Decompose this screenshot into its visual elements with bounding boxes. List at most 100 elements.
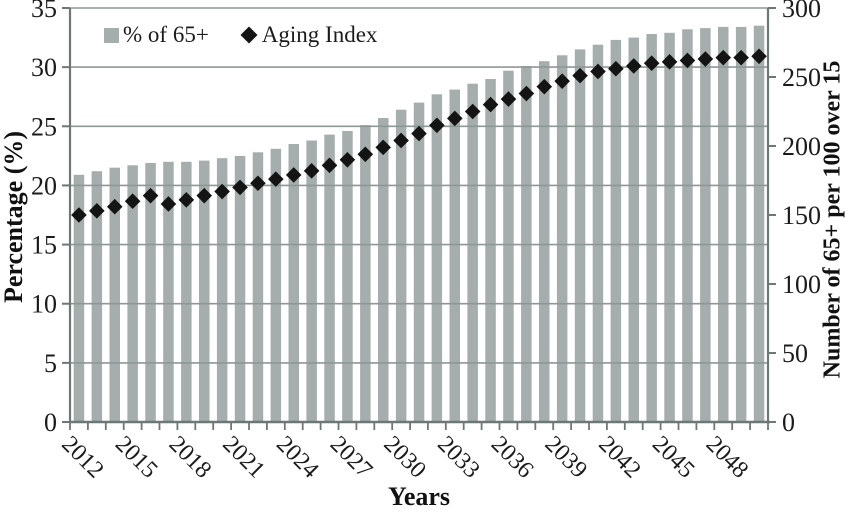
left-tick-label-5: 5	[44, 349, 57, 378]
bar-series-swatch-icon	[104, 27, 119, 43]
bar-2032	[431, 94, 443, 423]
bar-2024	[288, 144, 299, 422]
marker-2029	[375, 139, 392, 156]
x-tick-label-2015: 2015	[110, 431, 162, 483]
bar-2047	[700, 28, 711, 422]
right-tick-label-0: 0	[782, 408, 795, 437]
marker-2038	[536, 78, 553, 95]
bar-2030	[395, 109, 407, 422]
bar-2028	[360, 125, 371, 422]
x-tick-label-2018: 2018	[164, 431, 216, 483]
marker-2046	[679, 52, 696, 69]
bar-2025	[306, 140, 317, 422]
bar-2035	[485, 79, 496, 422]
marker-2017	[160, 196, 177, 212]
bar-2041	[592, 44, 604, 422]
marker-2036	[500, 91, 517, 107]
left-tick-label-20: 20	[31, 171, 57, 200]
marker-2041	[590, 63, 606, 80]
bar-2018	[181, 161, 192, 423]
marker-2048	[715, 49, 732, 66]
x-axis-title: Years	[387, 482, 451, 511]
marker-2042	[608, 60, 624, 77]
x-tick-label-2048: 2048	[701, 431, 753, 483]
marker-2043	[625, 58, 642, 74]
bar-2044	[646, 34, 657, 422]
bar-2036	[503, 70, 514, 422]
bar-2045	[664, 32, 675, 423]
x-tick-label-2030: 2030	[379, 431, 431, 483]
bar-2039	[556, 55, 568, 423]
bar-2019	[199, 160, 210, 422]
bar-2042	[610, 39, 622, 423]
marker-2012	[71, 207, 87, 223]
marker-2040	[572, 67, 588, 84]
bar-2033	[449, 89, 460, 422]
left-tick-label-15: 15	[31, 231, 57, 260]
marker-2037	[518, 85, 535, 102]
left-tick-label-10: 10	[31, 290, 57, 319]
marker-2033	[446, 110, 463, 127]
bar-2021	[234, 155, 246, 422]
bar-2015	[127, 165, 138, 423]
bar-2038	[539, 61, 550, 422]
left-tick-label-25: 25	[31, 112, 57, 141]
x-tick-label-2012: 2012	[56, 431, 108, 483]
marker-2039	[554, 73, 570, 89]
bar-2012	[73, 174, 85, 422]
x-tick-label-2042: 2042	[593, 431, 645, 483]
bar-2026	[324, 134, 335, 422]
marker-2013	[89, 203, 105, 219]
marker-2019	[196, 187, 213, 204]
marker-2016	[142, 187, 159, 204]
marker-2025	[303, 163, 320, 179]
x-tick-label-2021: 2021	[217, 431, 269, 483]
x-tick-label-2045: 2045	[647, 431, 699, 483]
bar-2046	[682, 29, 693, 423]
bar-2043	[628, 37, 639, 422]
legend-label-percent-65: % of 65+	[123, 22, 209, 47]
bar-2050	[753, 25, 765, 422]
bar-2031	[413, 102, 425, 422]
marker-2047	[697, 51, 714, 67]
bar-2016	[145, 163, 156, 422]
x-tick-label-2024: 2024	[271, 431, 323, 483]
right-tick-label-300: 300	[782, 0, 821, 23]
right-axis-title: Number of 65+ per 100 over 15	[819, 60, 846, 379]
marker-2023	[268, 171, 284, 187]
chart-legend: % of 65+ Aging Index	[104, 22, 377, 48]
left-tick-label-30: 30	[31, 53, 57, 82]
right-tick-label-200: 200	[782, 132, 821, 161]
diamond-marker-icon	[240, 26, 258, 44]
bar-2020	[216, 158, 228, 422]
marker-2050	[751, 48, 767, 65]
bar-2029	[378, 118, 389, 422]
marker-2022	[250, 175, 266, 192]
bar-2027	[342, 131, 353, 422]
left-tick-label-35: 35	[31, 0, 57, 23]
right-tick-label-100: 100	[782, 270, 821, 299]
marker-2049	[733, 49, 749, 66]
legend-label-aging-index: Aging Index	[261, 22, 378, 47]
bar-2017	[163, 161, 174, 423]
marker-2034	[464, 103, 481, 120]
marker-2031	[411, 125, 427, 142]
legend-item-aging-index: Aging Index	[240, 22, 378, 48]
marker-2044	[643, 55, 660, 71]
x-tick-label-2036: 2036	[486, 431, 538, 483]
marker-2026	[321, 157, 338, 174]
marker-2027	[339, 152, 356, 168]
bar-2013	[91, 171, 103, 422]
marker-2028	[357, 146, 374, 163]
bar-2022	[252, 152, 264, 423]
marker-2018	[178, 192, 195, 208]
x-tick-label-2033: 2033	[432, 431, 484, 483]
legend-item-percent-65: % of 65+	[104, 22, 209, 48]
x-tick-label-2039: 2039	[540, 431, 592, 483]
marker-2032	[429, 117, 445, 134]
marker-2020	[214, 183, 230, 200]
marker-2015	[124, 193, 141, 209]
x-tick-label-2027: 2027	[325, 431, 377, 483]
marker-2024	[285, 167, 302, 183]
